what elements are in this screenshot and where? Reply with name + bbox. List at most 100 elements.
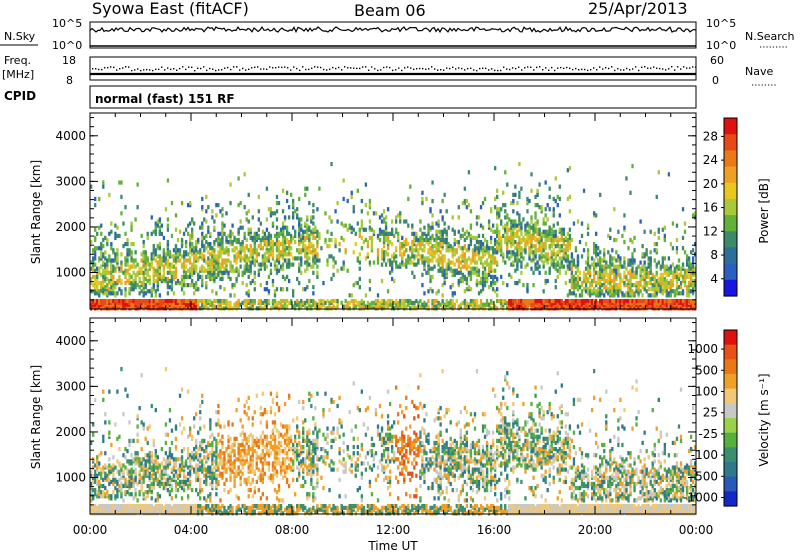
range-gate-cell (225, 246, 228, 251)
range-gate-cell (590, 256, 594, 261)
range-gate-cell (180, 200, 184, 206)
range-gate-cell (441, 266, 444, 271)
range-gate-cell (94, 503, 97, 509)
range-gate-cell (130, 227, 133, 232)
range-gate-cell (580, 221, 584, 226)
range-gate-cell (421, 231, 424, 236)
range-gate-cell (144, 276, 147, 282)
range-gate-cell (510, 298, 513, 304)
range-gate-cell (106, 291, 109, 296)
range-gate-cell (382, 209, 386, 214)
nave-dot (542, 69, 544, 71)
range-gate-cell (273, 260, 277, 265)
range-gate-cell (124, 302, 127, 307)
range-gate-cell (358, 252, 361, 257)
range-gate-cell (459, 260, 462, 265)
colorbar-tick-label: 8 (710, 248, 718, 262)
range-gate-cell (617, 258, 620, 263)
range-gate-cell (566, 196, 570, 202)
range-gate-cell (546, 306, 549, 311)
range-gate-cell (386, 235, 390, 241)
range-gate-cell (526, 196, 529, 202)
range-gate-cell (257, 298, 260, 304)
range-gate-cell (176, 278, 180, 284)
range-gate-cell (326, 258, 329, 263)
nave-dot (530, 66, 532, 68)
range-gate-cell (419, 235, 422, 241)
range-gate-cell (201, 196, 204, 202)
range-gate-cell (645, 280, 648, 286)
range-gate-cell (104, 412, 107, 417)
range-gate-cell (397, 231, 400, 236)
range-gate-cell (324, 211, 327, 216)
range-gate-cell (633, 270, 636, 275)
range-gate-cell (106, 503, 109, 509)
nave-dot (554, 69, 556, 72)
range-gate-cell (653, 274, 656, 280)
range-gate-cell (126, 268, 129, 273)
range-gate-cell (633, 291, 636, 296)
range-gate-cell (112, 283, 115, 288)
range-gate-cell (386, 252, 390, 257)
range-gate-cell (356, 221, 359, 226)
range-gate-cell (411, 304, 414, 309)
range-gate-cell (193, 298, 196, 304)
range-gate-cell (215, 291, 218, 296)
range-gate-cell (106, 276, 109, 282)
range-gate-cell (178, 252, 182, 257)
range-gate-cell (483, 246, 487, 251)
range-gate-cell (207, 229, 210, 234)
range-gate-cell (483, 283, 487, 288)
range-gate-cell (265, 287, 269, 292)
range-gate-cell (316, 207, 319, 212)
range-gate-cell (229, 293, 232, 298)
range-gate-cell (130, 264, 133, 269)
range-gate-cell (104, 485, 107, 491)
range-gate-cell (613, 237, 616, 243)
range-gate-cell (120, 488, 123, 493)
range-gate-cell (689, 289, 693, 294)
range-gate-cell (631, 289, 634, 294)
range-gate-cell (259, 242, 262, 247)
range-gate-cell (106, 477, 109, 482)
range-gate-cell (524, 298, 527, 304)
range-gate-cell (390, 276, 394, 282)
range-gate-cell (298, 221, 301, 226)
range-gate-cell (508, 217, 511, 222)
nave-dot (386, 66, 388, 68)
range-gate-cell (110, 465, 113, 470)
range-gate-cell (643, 229, 646, 234)
range-gate-cell (104, 475, 107, 480)
range-gate-cell (229, 239, 232, 245)
range-gate-cell (411, 260, 414, 265)
range-gate-cell (611, 248, 614, 253)
range-gate-cell (203, 244, 206, 249)
range-gate-cell (221, 298, 224, 304)
y-tick-label: 2000 (55, 220, 86, 234)
range-gate-cell (675, 283, 679, 288)
range-gate-cell (328, 304, 331, 309)
range-gate-cell (655, 194, 658, 200)
range-gate-cell (429, 287, 432, 292)
range-gate-cell (292, 215, 295, 220)
colorbar-swatch (724, 118, 737, 135)
range-gate-cell (376, 260, 380, 265)
range-gate-cell (548, 244, 551, 249)
range-gate-cell (283, 258, 287, 263)
nave-dot (302, 66, 304, 68)
range-gate-cell (595, 244, 598, 249)
range-gate-cell (433, 244, 436, 249)
nave-dot (296, 67, 298, 70)
range-gate-cell (578, 239, 582, 245)
range-gate-cell (285, 225, 289, 230)
range-gate-cell (659, 272, 662, 277)
range-gate-cell (92, 488, 95, 493)
range-gate-cell (429, 274, 432, 280)
nave-dot (644, 66, 646, 68)
range-gate-cell (182, 291, 186, 296)
range-gate-cell (312, 235, 315, 241)
range-gate-cell (651, 298, 654, 304)
range-gate-cell (102, 180, 105, 185)
range-gate-cell (566, 237, 570, 243)
